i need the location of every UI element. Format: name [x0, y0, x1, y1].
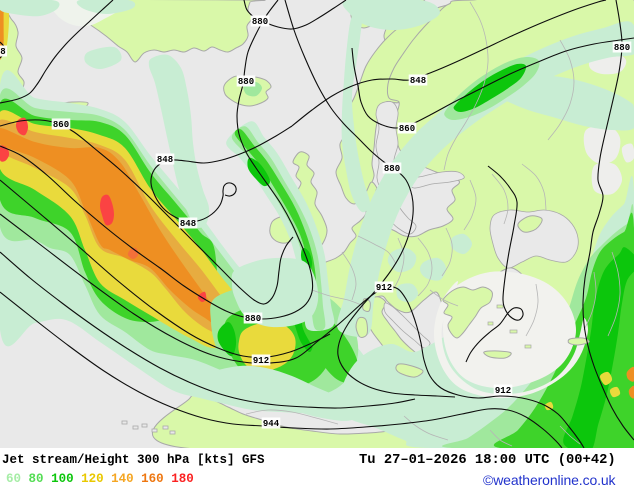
svg-text:912: 912 — [495, 386, 511, 396]
svg-text:848: 848 — [410, 76, 426, 86]
svg-text:880: 880 — [238, 77, 254, 87]
svg-text:8: 8 — [0, 47, 5, 57]
svg-text:848: 848 — [180, 219, 196, 229]
svg-text:912: 912 — [253, 356, 269, 366]
svg-text:848: 848 — [157, 155, 173, 165]
svg-text:880: 880 — [245, 314, 261, 324]
svg-text:912: 912 — [376, 283, 392, 293]
svg-text:880: 880 — [384, 164, 400, 174]
svg-text:880: 880 — [614, 43, 630, 53]
svg-text:860: 860 — [53, 120, 69, 130]
svg-text:860: 860 — [399, 124, 415, 134]
svg-text:880: 880 — [252, 17, 268, 27]
svg-text:944: 944 — [263, 419, 280, 429]
